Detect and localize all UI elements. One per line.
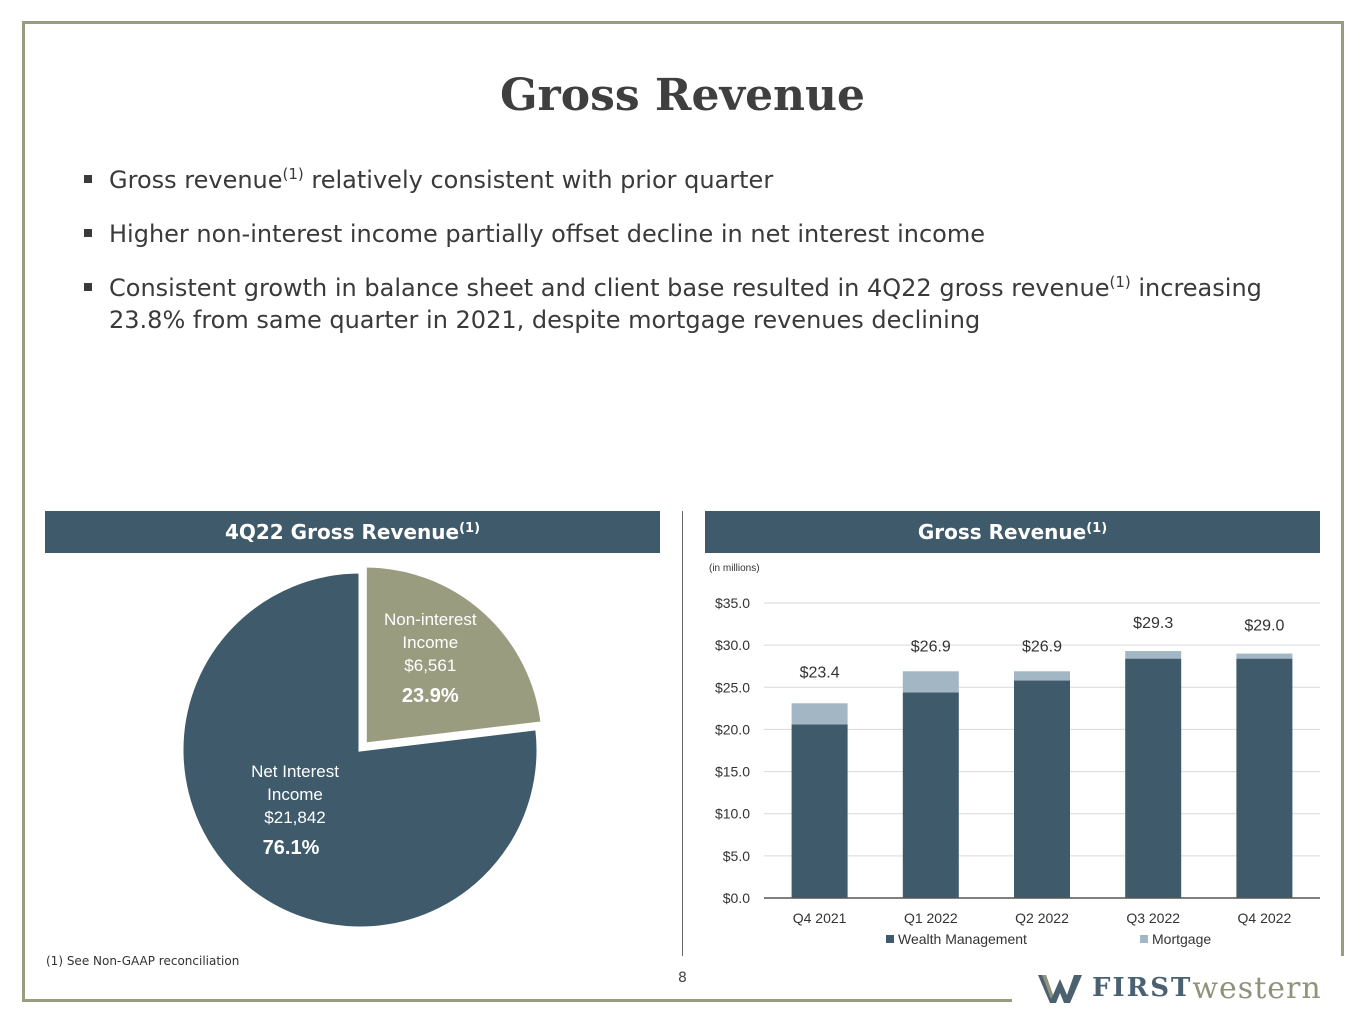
- panel-divider: [682, 511, 683, 956]
- y-tick-label: $25.0: [715, 679, 750, 695]
- pie-slice: [180, 570, 540, 930]
- y-tick-label: $0.0: [723, 890, 750, 906]
- w-logo-icon: [1038, 975, 1082, 1003]
- bullet-text: Consistent growth in balance sheet and c…: [109, 274, 1110, 302]
- logo-word-first: FIRST: [1092, 973, 1193, 1003]
- page-title: Gross Revenue: [499, 70, 866, 121]
- bar-total-label: $23.4: [800, 664, 840, 681]
- bullet-text: Gross revenue: [109, 166, 283, 194]
- footnote-ref: (1): [459, 521, 481, 536]
- bar-segment: [902, 692, 959, 898]
- pie-slice: [363, 564, 544, 746]
- bullet-text: relatively consistent with prior quarter: [303, 166, 774, 194]
- pie-chart-title: 4Q22 Gross Revenue: [224, 520, 460, 544]
- bullet-list: Gross revenue(1) relatively consistent w…: [82, 164, 1312, 358]
- bar-segment: [791, 724, 848, 898]
- pie-slice-value: $21,842: [264, 808, 325, 827]
- legend-label: Mortgage: [1152, 931, 1211, 947]
- pie-slice-percent: 23.9%: [402, 685, 459, 707]
- bullet-item: Consistent growth in balance sheet and c…: [82, 272, 1312, 336]
- bullet-text: increasing 23.8% from same quarter in 20…: [109, 274, 1262, 334]
- bar-total-label: $29.3: [1133, 615, 1173, 632]
- square-bullet-icon: [84, 229, 92, 237]
- x-tick-label: Q1 2022: [904, 910, 958, 926]
- bullet-item: Gross revenue(1) relatively consistent w…: [82, 164, 1312, 196]
- pie-chart-header: 4Q22 Gross Revenue(1): [45, 511, 660, 553]
- bar-chart-header: Gross Revenue(1): [705, 511, 1320, 553]
- bar-total-label: $26.9: [911, 638, 951, 655]
- x-tick-label: Q4 2022: [1238, 910, 1292, 926]
- bar-segment: [1125, 658, 1182, 898]
- unit-note: (in millions): [709, 563, 760, 574]
- revenue-bar-chart: (in millions) $0.0 $5.0 $10.0 $15.0 $20.0 $25.…: [709, 563, 1320, 947]
- y-tick-label: $30.0: [715, 637, 750, 653]
- footnote: (1) See Non-GAAP reconciliation: [46, 954, 240, 968]
- frame-top-border: [22, 21, 1344, 24]
- pie-slice-label: Income: [402, 633, 458, 652]
- bullet-text: Higher non-interest income partially off…: [109, 220, 985, 248]
- pie-slice-label: Net Interest: [251, 762, 339, 781]
- pie-slice-label: Income: [267, 785, 323, 804]
- footnote-ref: (1): [1086, 521, 1108, 536]
- bar-segment: [791, 703, 848, 725]
- bullet-item: Higher non-interest income partially off…: [82, 218, 1312, 250]
- x-tick-label: Q4 2021: [793, 910, 847, 926]
- legend-swatch: [886, 935, 894, 943]
- bar-segment: [1236, 658, 1293, 898]
- bar-chart-title: Gross Revenue: [917, 520, 1087, 544]
- y-tick-label: $15.0: [715, 764, 750, 780]
- square-bullet-icon: [84, 283, 92, 291]
- frame-bottom-border: [22, 999, 1012, 1002]
- y-tick-label: $20.0: [715, 721, 750, 737]
- y-tick-label: $5.0: [723, 848, 750, 864]
- frame-left-border: [22, 21, 25, 1002]
- y-tick-label: $10.0: [715, 806, 750, 822]
- footnote-ref: (1): [282, 165, 304, 183]
- y-tick-label: $35.0: [715, 595, 750, 611]
- frame-right-border: [1341, 21, 1344, 956]
- page-number: 8: [678, 970, 687, 986]
- bar-total-label: $26.9: [1022, 638, 1062, 655]
- bar-total-label: $29.0: [1244, 618, 1284, 635]
- square-bullet-icon: [84, 175, 92, 183]
- logo-word-western: western: [1192, 970, 1322, 1006]
- x-tick-label: Q2 2022: [1015, 910, 1069, 926]
- revenue-pie-chart: Non-interest Income $6,561 23.9% Net Interes…: [180, 564, 544, 930]
- pie-slice-label: Non-interest: [384, 610, 477, 629]
- legend-label: Wealth Management: [898, 931, 1027, 947]
- pie-slice-percent: 76.1%: [263, 837, 320, 859]
- pie-slice-value: $6,561: [404, 656, 456, 675]
- bar-segment: [1014, 671, 1070, 681]
- x-tick-label: Q3 2022: [1126, 910, 1180, 926]
- bar-segment: [1014, 680, 1070, 898]
- bar-segment: [1125, 651, 1182, 659]
- company-logo: FIRST western: [1036, 968, 1322, 1008]
- footnote-ref: (1): [1109, 273, 1131, 291]
- bar-segment: [1236, 653, 1293, 659]
- bar-segment: [902, 671, 959, 693]
- legend-swatch: [1140, 935, 1148, 943]
